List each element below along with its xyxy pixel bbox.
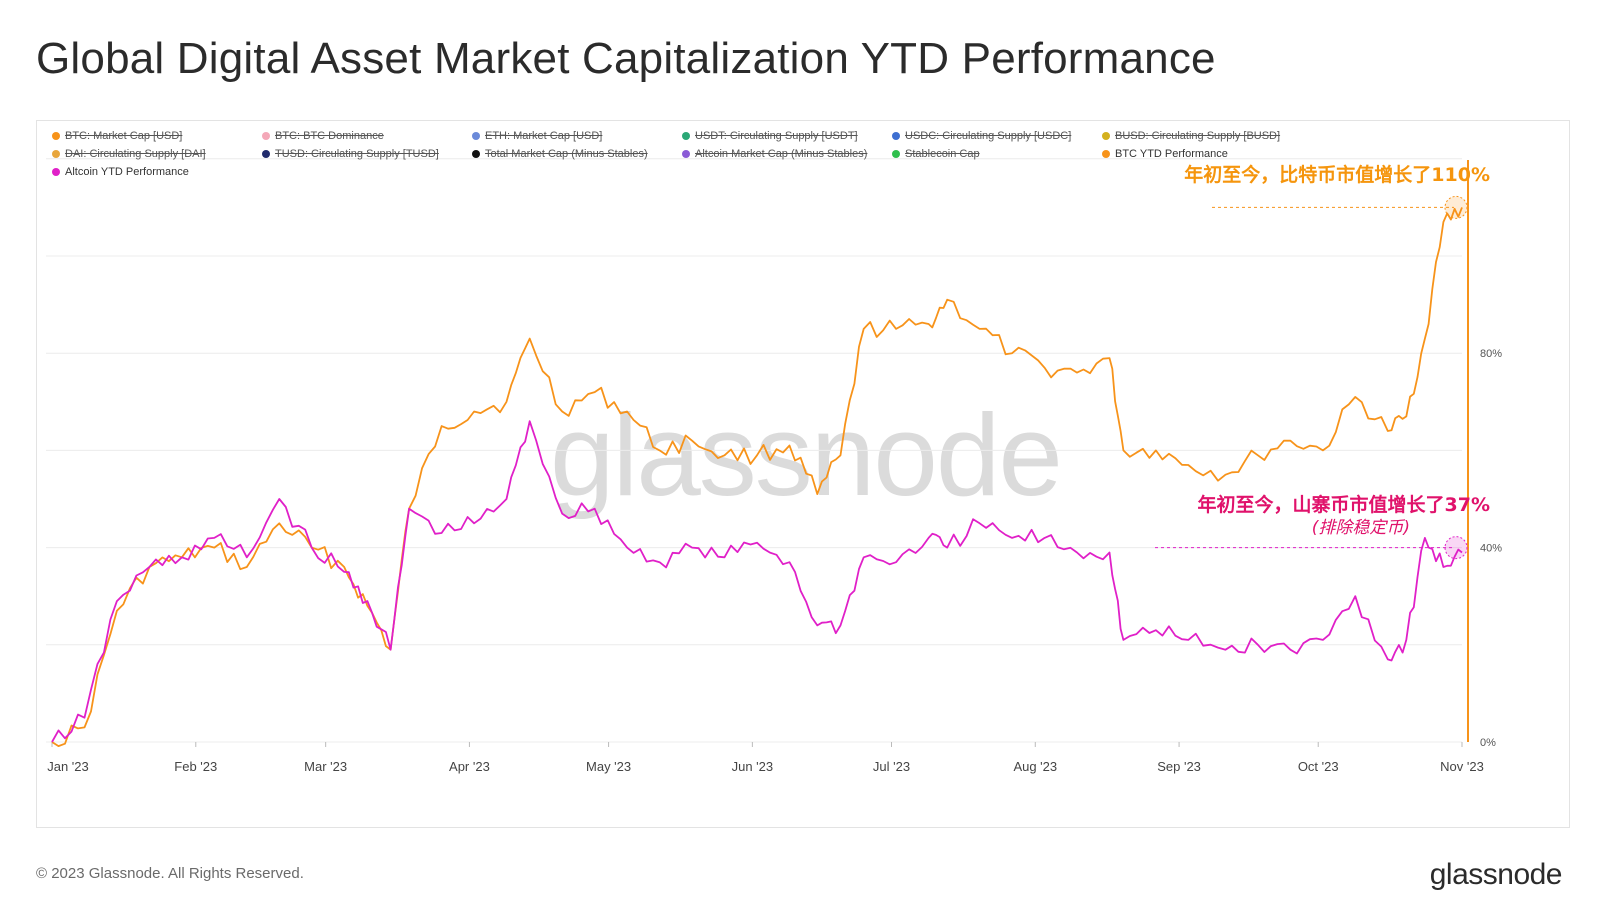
legend-label: Altcoin Market Cap (Minus Stables) (695, 148, 868, 160)
legend-dot-icon (472, 150, 480, 158)
footer-copyright: © 2023 Glassnode. All Rights Reserved. (36, 865, 304, 882)
btc-ytd-line (51, 207, 1463, 747)
altcoin-annotation-sub: (排除稳定币) (1311, 518, 1410, 538)
x-tick-label: Aug '23 (1013, 759, 1057, 774)
legend-item[interactable]: Altcoin Market Cap (Minus Stables) (682, 147, 867, 161)
altcoin-annotation: 年初至今，山寨币市值增长了37% (1197, 494, 1490, 516)
chart-frame (36, 120, 1570, 828)
chart-legend: BTC: Market Cap [USD] BTC: BTC Dominance E… (52, 129, 1472, 183)
legend-label: Altcoin YTD Performance (65, 166, 189, 178)
legend-dot-icon (52, 168, 60, 176)
x-tick-label: Jun '23 (732, 759, 774, 774)
legend-dot-icon (52, 132, 60, 140)
y-tick-label: 40% (1480, 543, 1502, 555)
legend-item[interactable]: TUSD: Circulating Supply [TUSD] (262, 147, 439, 161)
legend-item[interactable]: Stablecoin Cap (892, 147, 980, 161)
y-tick-label: 0% (1480, 737, 1496, 749)
x-tick-label: Oct '23 (1298, 759, 1339, 774)
legend-dot-icon (892, 132, 900, 140)
x-tick-label: Feb '23 (174, 759, 217, 774)
legend-item[interactable]: DAI: Circulating Supply [DAI] (52, 147, 206, 161)
legend-item[interactable]: USDC: Circulating Supply [USDC] (892, 129, 1071, 143)
legend-label: TUSD: Circulating Supply [TUSD] (275, 148, 439, 160)
legend-item[interactable]: ETH: Market Cap [USD] (472, 129, 602, 143)
legend-label: BTC: Market Cap [USD] (65, 130, 183, 142)
x-tick-label: Jan '23 (47, 759, 89, 774)
page-title: Global Digital Asset Market Capitalizati… (36, 34, 1216, 83)
legend-label: USDT: Circulating Supply [USDT] (695, 130, 858, 142)
altcoin-ytd-line (51, 420, 1463, 743)
legend-dot-icon (52, 150, 60, 158)
legend-dot-icon (892, 150, 900, 158)
legend-label: BTC: BTC Dominance (275, 130, 384, 142)
legend-dot-icon (682, 150, 690, 158)
legend-dot-icon (1102, 150, 1110, 158)
highlight-marker (1444, 195, 1468, 219)
legend-item[interactable]: USDT: Circulating Supply [USDT] (682, 129, 858, 143)
x-tick-label: May '23 (586, 759, 631, 774)
legend-item[interactable]: BTC: BTC Dominance (262, 129, 384, 143)
legend-item[interactable]: Altcoin YTD Performance (52, 165, 189, 179)
legend-item[interactable]: Total Market Cap (Minus Stables) (472, 147, 648, 161)
btc-annotation: 年初至今，比特币市值增长了110% (1184, 164, 1490, 186)
legend-dot-icon (472, 132, 480, 140)
legend-label: ETH: Market Cap [USD] (485, 130, 603, 142)
x-tick-label: Mar '23 (304, 759, 347, 774)
legend-label: USDC: Circulating Supply [USDC] (905, 130, 1072, 142)
legend-dot-icon (262, 132, 270, 140)
y-tick-label: 80% (1480, 348, 1502, 360)
legend-label: Stablecoin Cap (905, 148, 980, 160)
legend-dot-icon (262, 150, 270, 158)
x-tick-label: Nov '23 (1440, 759, 1484, 774)
legend-dot-icon (682, 132, 690, 140)
x-tick-label: Jul '23 (873, 759, 910, 774)
glassnode-logo[interactable]: glassnode (1429, 858, 1563, 891)
legend-item[interactable]: BTC YTD Performance (1102, 147, 1228, 161)
highlight-marker (1444, 536, 1468, 560)
legend-item[interactable]: BTC: Market Cap [USD] (52, 129, 182, 143)
legend-item[interactable]: BUSD: Circulating Supply [BUSD] (1102, 129, 1280, 143)
legend-label: Total Market Cap (Minus Stables) (485, 148, 648, 160)
legend-dot-icon (1102, 132, 1110, 140)
x-tick-label: Apr '23 (449, 759, 490, 774)
legend-label: BTC YTD Performance (1115, 148, 1228, 160)
legend-label: BUSD: Circulating Supply [BUSD] (1115, 130, 1281, 142)
legend-label: DAI: Circulating Supply [DAI] (65, 148, 206, 160)
x-tick-label: Sep '23 (1157, 759, 1201, 774)
